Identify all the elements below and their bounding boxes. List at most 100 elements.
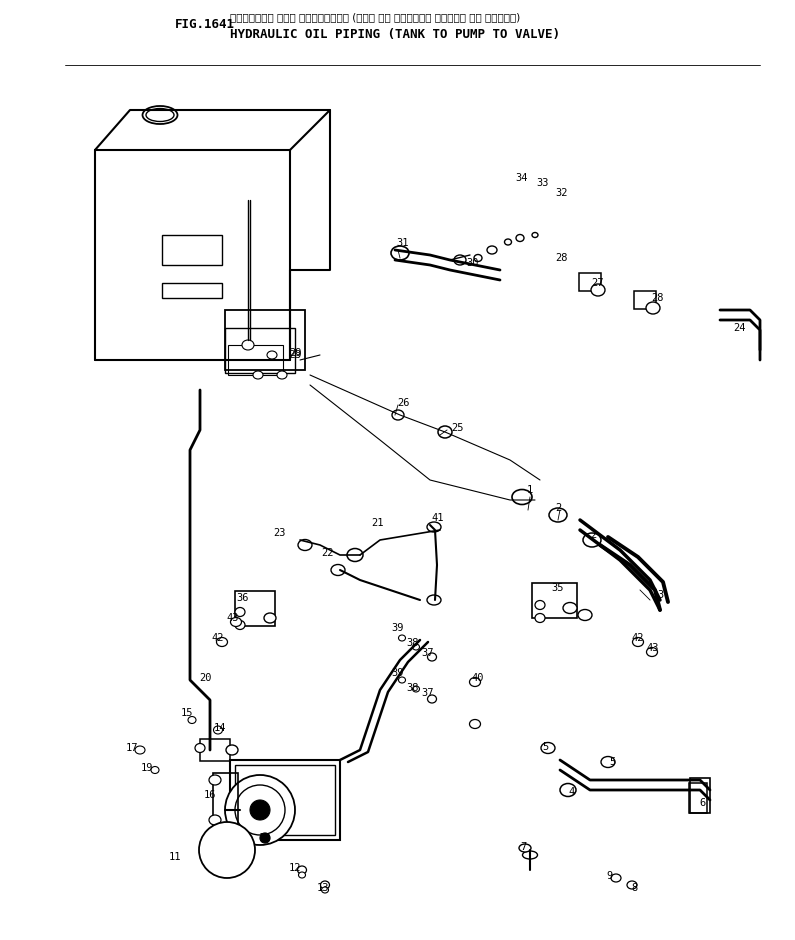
Ellipse shape xyxy=(505,239,511,245)
Ellipse shape xyxy=(398,635,405,641)
Text: 40: 40 xyxy=(471,673,484,683)
Ellipse shape xyxy=(535,601,545,609)
Ellipse shape xyxy=(297,866,307,874)
Text: 16: 16 xyxy=(204,790,216,800)
Ellipse shape xyxy=(535,614,545,622)
Bar xyxy=(579,273,601,291)
Bar xyxy=(235,590,275,625)
Ellipse shape xyxy=(209,775,221,785)
Ellipse shape xyxy=(209,815,221,825)
Ellipse shape xyxy=(320,881,329,889)
Text: 9: 9 xyxy=(607,871,613,881)
Ellipse shape xyxy=(298,540,312,551)
Ellipse shape xyxy=(541,743,555,754)
Ellipse shape xyxy=(267,351,277,359)
Text: 39: 39 xyxy=(392,623,404,633)
Ellipse shape xyxy=(470,678,480,686)
Ellipse shape xyxy=(151,766,159,774)
Ellipse shape xyxy=(231,618,242,626)
Ellipse shape xyxy=(195,744,205,753)
Text: 34: 34 xyxy=(516,173,528,183)
Ellipse shape xyxy=(633,637,643,647)
Text: 37: 37 xyxy=(422,648,434,658)
Bar xyxy=(162,283,222,297)
Ellipse shape xyxy=(214,726,223,734)
Text: 24: 24 xyxy=(734,323,747,333)
Ellipse shape xyxy=(428,695,436,703)
Text: 41: 41 xyxy=(432,513,444,523)
Ellipse shape xyxy=(487,246,497,254)
Ellipse shape xyxy=(583,533,601,547)
Ellipse shape xyxy=(347,549,363,561)
Ellipse shape xyxy=(331,565,345,575)
Text: HYDRAULIC OIL PIPING (TANK TO PUMP TO VALVE): HYDRAULIC OIL PIPING (TANK TO PUMP TO VA… xyxy=(230,28,560,41)
Ellipse shape xyxy=(413,686,420,692)
Bar xyxy=(225,327,295,372)
Text: 8: 8 xyxy=(632,883,638,893)
Text: 42: 42 xyxy=(211,633,224,643)
Ellipse shape xyxy=(398,677,405,683)
Text: 28: 28 xyxy=(652,293,665,303)
Bar xyxy=(227,345,282,375)
Circle shape xyxy=(225,775,295,845)
Ellipse shape xyxy=(560,784,576,796)
Text: FIG.1641: FIG.1641 xyxy=(175,18,235,31)
Bar xyxy=(162,235,222,265)
Text: 38: 38 xyxy=(407,683,419,693)
Ellipse shape xyxy=(142,106,177,124)
Text: 25: 25 xyxy=(452,423,464,433)
Text: 27: 27 xyxy=(591,278,604,288)
Text: 30: 30 xyxy=(467,258,479,268)
Ellipse shape xyxy=(321,887,328,893)
Ellipse shape xyxy=(512,490,532,505)
Text: 26: 26 xyxy=(397,398,409,408)
Ellipse shape xyxy=(427,522,441,532)
Text: 38: 38 xyxy=(407,638,419,648)
Text: 13: 13 xyxy=(316,883,329,893)
Ellipse shape xyxy=(470,719,480,728)
Text: 5: 5 xyxy=(609,757,615,767)
Text: 39: 39 xyxy=(392,668,404,678)
Ellipse shape xyxy=(474,255,482,261)
Ellipse shape xyxy=(264,613,276,623)
Circle shape xyxy=(235,785,285,835)
Bar xyxy=(634,291,656,309)
Bar xyxy=(690,777,710,812)
Text: 12: 12 xyxy=(289,863,301,873)
Ellipse shape xyxy=(242,340,254,350)
Bar xyxy=(212,773,238,827)
Text: 17: 17 xyxy=(126,743,138,753)
Text: 32: 32 xyxy=(556,188,568,198)
Ellipse shape xyxy=(438,426,452,438)
Ellipse shape xyxy=(601,757,615,767)
Text: 20: 20 xyxy=(199,673,211,683)
Text: 36: 36 xyxy=(237,593,250,603)
Ellipse shape xyxy=(519,844,531,852)
Ellipse shape xyxy=(235,620,245,630)
Ellipse shape xyxy=(226,745,238,755)
Text: 15: 15 xyxy=(180,708,193,718)
Ellipse shape xyxy=(627,881,637,889)
Ellipse shape xyxy=(146,108,174,121)
Text: ハイト゚ロック オイル パイピンク゚ (タンク から ポンプ・ ポンプ から パルプ): ハイト゚ロック オイル パイピンク゚ (タンク から ポンプ・ ポンフ… xyxy=(230,12,520,22)
Ellipse shape xyxy=(454,255,466,265)
Ellipse shape xyxy=(298,872,305,878)
Text: 7: 7 xyxy=(520,842,526,852)
Ellipse shape xyxy=(392,410,404,420)
Text: 31: 31 xyxy=(397,238,409,248)
Text: 21: 21 xyxy=(372,518,384,528)
Ellipse shape xyxy=(188,716,196,724)
Text: 22: 22 xyxy=(322,548,334,558)
Text: 2: 2 xyxy=(590,530,596,540)
Text: 23: 23 xyxy=(273,528,286,538)
Bar xyxy=(200,739,230,761)
Text: 29: 29 xyxy=(289,348,301,358)
Text: 3: 3 xyxy=(657,590,663,600)
Bar xyxy=(235,765,335,835)
Ellipse shape xyxy=(646,302,660,314)
Bar xyxy=(225,310,305,370)
Ellipse shape xyxy=(522,851,537,859)
Ellipse shape xyxy=(235,607,245,617)
Text: 28: 28 xyxy=(556,253,568,263)
Text: 43: 43 xyxy=(647,643,659,653)
